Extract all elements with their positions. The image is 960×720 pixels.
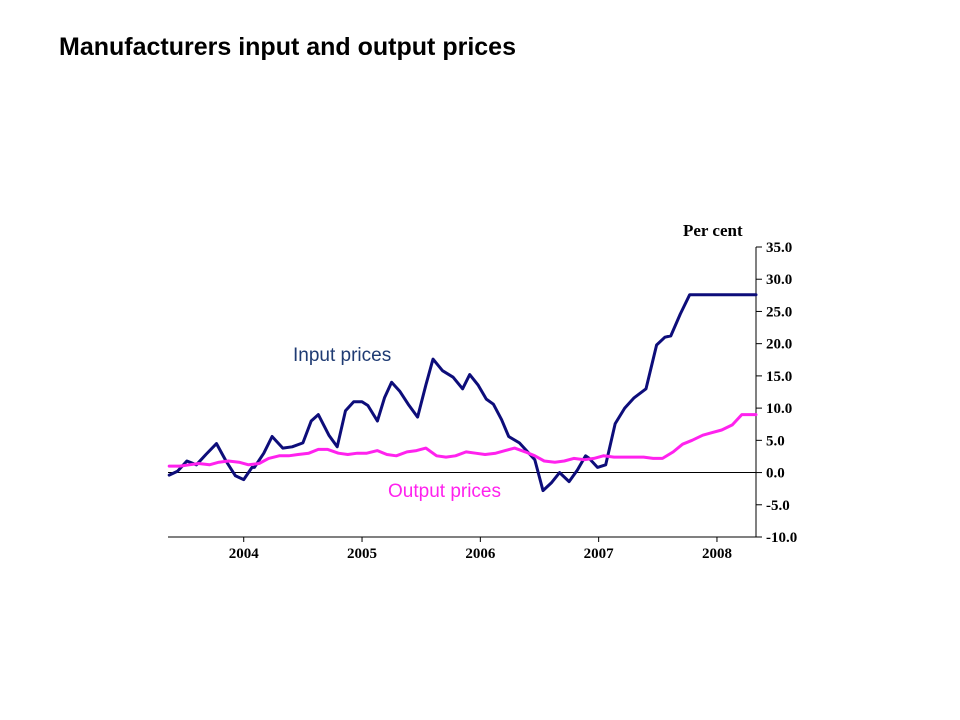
chart-labels: 35.0 30.0 25.0 20.0 15.0 10.0 5.0 0.0 -5.0 -10.0 P… [229,221,798,562]
chart-series [167,293,758,493]
y-tick-label: 15.0 [766,369,792,385]
x-tick-label: 2004 [229,546,260,562]
y-axis-unit-label: Per cent [683,221,743,240]
input-prices-label: Input prices [293,345,391,366]
y-tick-label: -10.0 [766,530,797,546]
x-tick-label: 2007 [584,546,615,562]
page-title: Manufacturers input and output prices [59,33,516,61]
y-tick-label: 10.0 [766,401,792,417]
x-tick-label: 2008 [702,546,732,562]
y-tick-label: 35.0 [766,240,792,256]
y-tick-label: -5.0 [766,498,790,514]
input-prices-line [167,293,758,493]
y-tick-label: 5.0 [766,433,785,449]
x-tick-label: 2006 [465,546,496,562]
y-tick-label: 20.0 [766,337,792,353]
y-tick-label: 30.0 [766,272,792,288]
output-prices-line [167,413,758,468]
y-tick-label: 0.0 [766,466,785,482]
x-tick-label: 2005 [347,546,377,562]
output-prices-label: Output prices [388,481,501,502]
y-tick-label: 25.0 [766,304,792,320]
